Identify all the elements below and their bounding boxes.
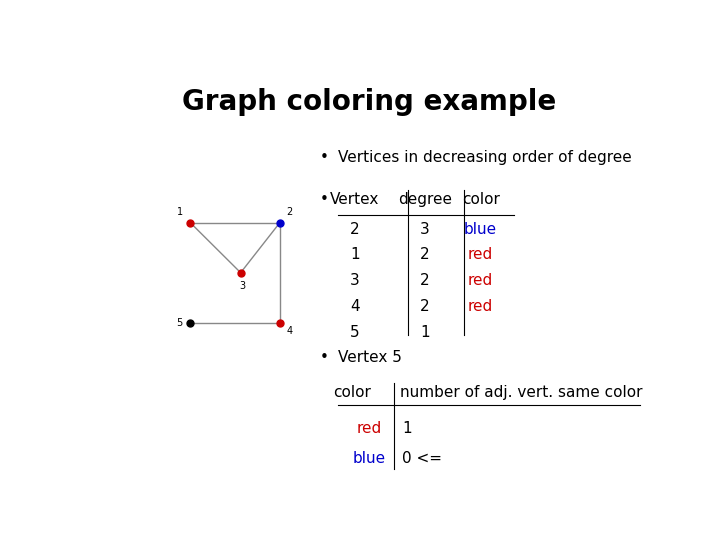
Text: 4: 4	[287, 326, 293, 336]
Text: 2: 2	[287, 207, 293, 218]
Text: Vertex 5: Vertex 5	[338, 349, 402, 364]
Text: 4: 4	[350, 299, 360, 314]
Text: 1: 1	[350, 247, 360, 262]
Text: color: color	[333, 385, 372, 400]
Text: 2: 2	[420, 299, 430, 314]
Text: 1: 1	[177, 207, 184, 218]
Text: red: red	[468, 273, 493, 288]
Text: Graph coloring example: Graph coloring example	[182, 87, 556, 116]
Text: •: •	[320, 349, 328, 364]
Text: red: red	[356, 421, 382, 436]
Text: 3: 3	[239, 281, 246, 291]
Text: red: red	[468, 247, 493, 262]
Text: 2: 2	[350, 221, 360, 237]
Text: •: •	[320, 192, 328, 207]
Text: Vertex: Vertex	[330, 192, 379, 207]
Text: color: color	[462, 192, 500, 207]
Text: number of adj. vert. same color: number of adj. vert. same color	[400, 385, 642, 400]
Text: degree: degree	[398, 192, 452, 207]
Text: Vertices in decreasing order of degree: Vertices in decreasing order of degree	[338, 150, 632, 165]
Text: 1: 1	[402, 421, 412, 436]
Text: 5: 5	[350, 325, 360, 340]
Text: 2: 2	[420, 247, 430, 262]
Text: blue: blue	[352, 451, 386, 465]
Text: red: red	[468, 299, 493, 314]
Text: 2: 2	[420, 273, 430, 288]
Text: 1: 1	[420, 325, 430, 340]
Text: 3: 3	[350, 273, 360, 288]
Text: blue: blue	[464, 221, 498, 237]
Text: 5: 5	[176, 318, 182, 328]
Text: 0 <=: 0 <=	[402, 451, 443, 465]
Text: •: •	[320, 150, 328, 165]
Text: 3: 3	[420, 221, 430, 237]
